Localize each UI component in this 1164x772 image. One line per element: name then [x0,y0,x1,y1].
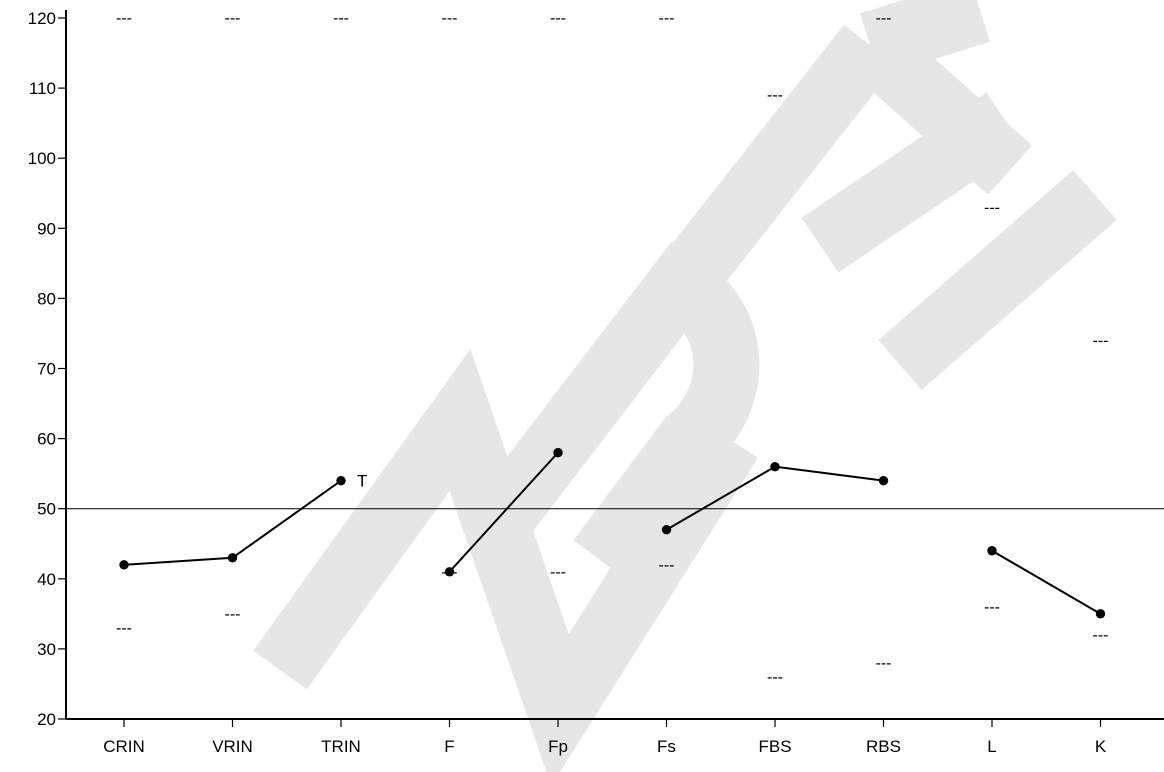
range-mark-lower-k: --- [1093,627,1109,644]
x-tick-label-crin: CRIN [103,737,145,756]
range-mark-lower-rbs: --- [876,655,892,672]
x-tick-label-fp: Fp [548,737,568,756]
watermark-letter-e [801,0,1117,390]
watermark-letter-m [253,349,758,772]
series-points [119,447,1106,619]
data-point-crin [119,560,129,570]
y-tick-label-40: 40 [37,570,56,589]
x-tick-label-trin: TRIN [321,737,361,756]
data-point-trin [336,475,346,486]
range-mark-upper-fbs: --- [767,87,783,104]
x-tick-label-fbs: FBS [758,737,791,756]
x-tick-label-l: L [987,737,996,756]
y-tick-label-120: 120 [28,9,56,28]
range-mark-lower-l: --- [984,599,1000,616]
range-mark-lower-fp: --- [550,564,566,581]
axes: 20 30 40 50 60 70 80 90 100 110 120 CRIN VRIN TRIN F Fp… [28,9,1164,756]
range-mark-upper-trin: --- [333,10,349,27]
range-mark-upper-rbs: --- [876,10,892,27]
y-tick-label-90: 90 [37,219,56,238]
x-tick-label-k: K [1095,737,1107,756]
annotation-t: T [357,472,367,491]
y-tick-label-100: 100 [28,149,56,168]
data-point-fp [553,447,563,458]
range-mark-lower-fs: --- [659,557,675,574]
range-mark-upper-vrin: --- [225,10,241,27]
data-point-fs [661,525,672,535]
y-tick-label-60: 60 [37,430,56,449]
data-point-f [444,567,455,577]
annotations: T [357,472,367,491]
x-tick-label-f: F [444,737,454,756]
sample-watermark [253,0,1117,772]
series-segment-2 [448,451,559,573]
range-mark-upper-l: --- [984,199,1000,216]
range-mark-lower-vrin: --- [225,606,241,623]
series-segment-1 [123,479,342,566]
range-mark-lower-fbs: --- [767,669,783,686]
data-point-vrin [227,553,238,563]
range-mark-upper-fp: --- [550,10,566,27]
y-tick-label-110: 110 [29,79,56,98]
y-tick-label-80: 80 [37,289,56,308]
series-segment-4 [991,549,1102,615]
data-point-k [1095,609,1106,619]
y-tick-label-70: 70 [37,360,56,379]
x-tick-label-fs: Fs [657,737,676,756]
range-mark-lower-crin: --- [116,620,132,637]
data-point-rbs [878,475,889,486]
range-mark-upper-f: --- [442,10,458,27]
y-tick-label-30: 30 [37,640,56,659]
data-point-fbs [770,461,780,472]
range-mark-upper-k: --- [1093,332,1109,349]
data-point-l [987,546,997,556]
y-tick-label-50: 50 [37,500,56,519]
range-mark-upper-crin: --- [116,10,132,27]
x-tick-label-rbs: RBS [866,737,901,756]
range-mark-upper-fs: --- [659,10,675,27]
y-tick-label-20: 20 [37,710,56,729]
x-tick-label-vrin: VRIN [212,737,253,756]
